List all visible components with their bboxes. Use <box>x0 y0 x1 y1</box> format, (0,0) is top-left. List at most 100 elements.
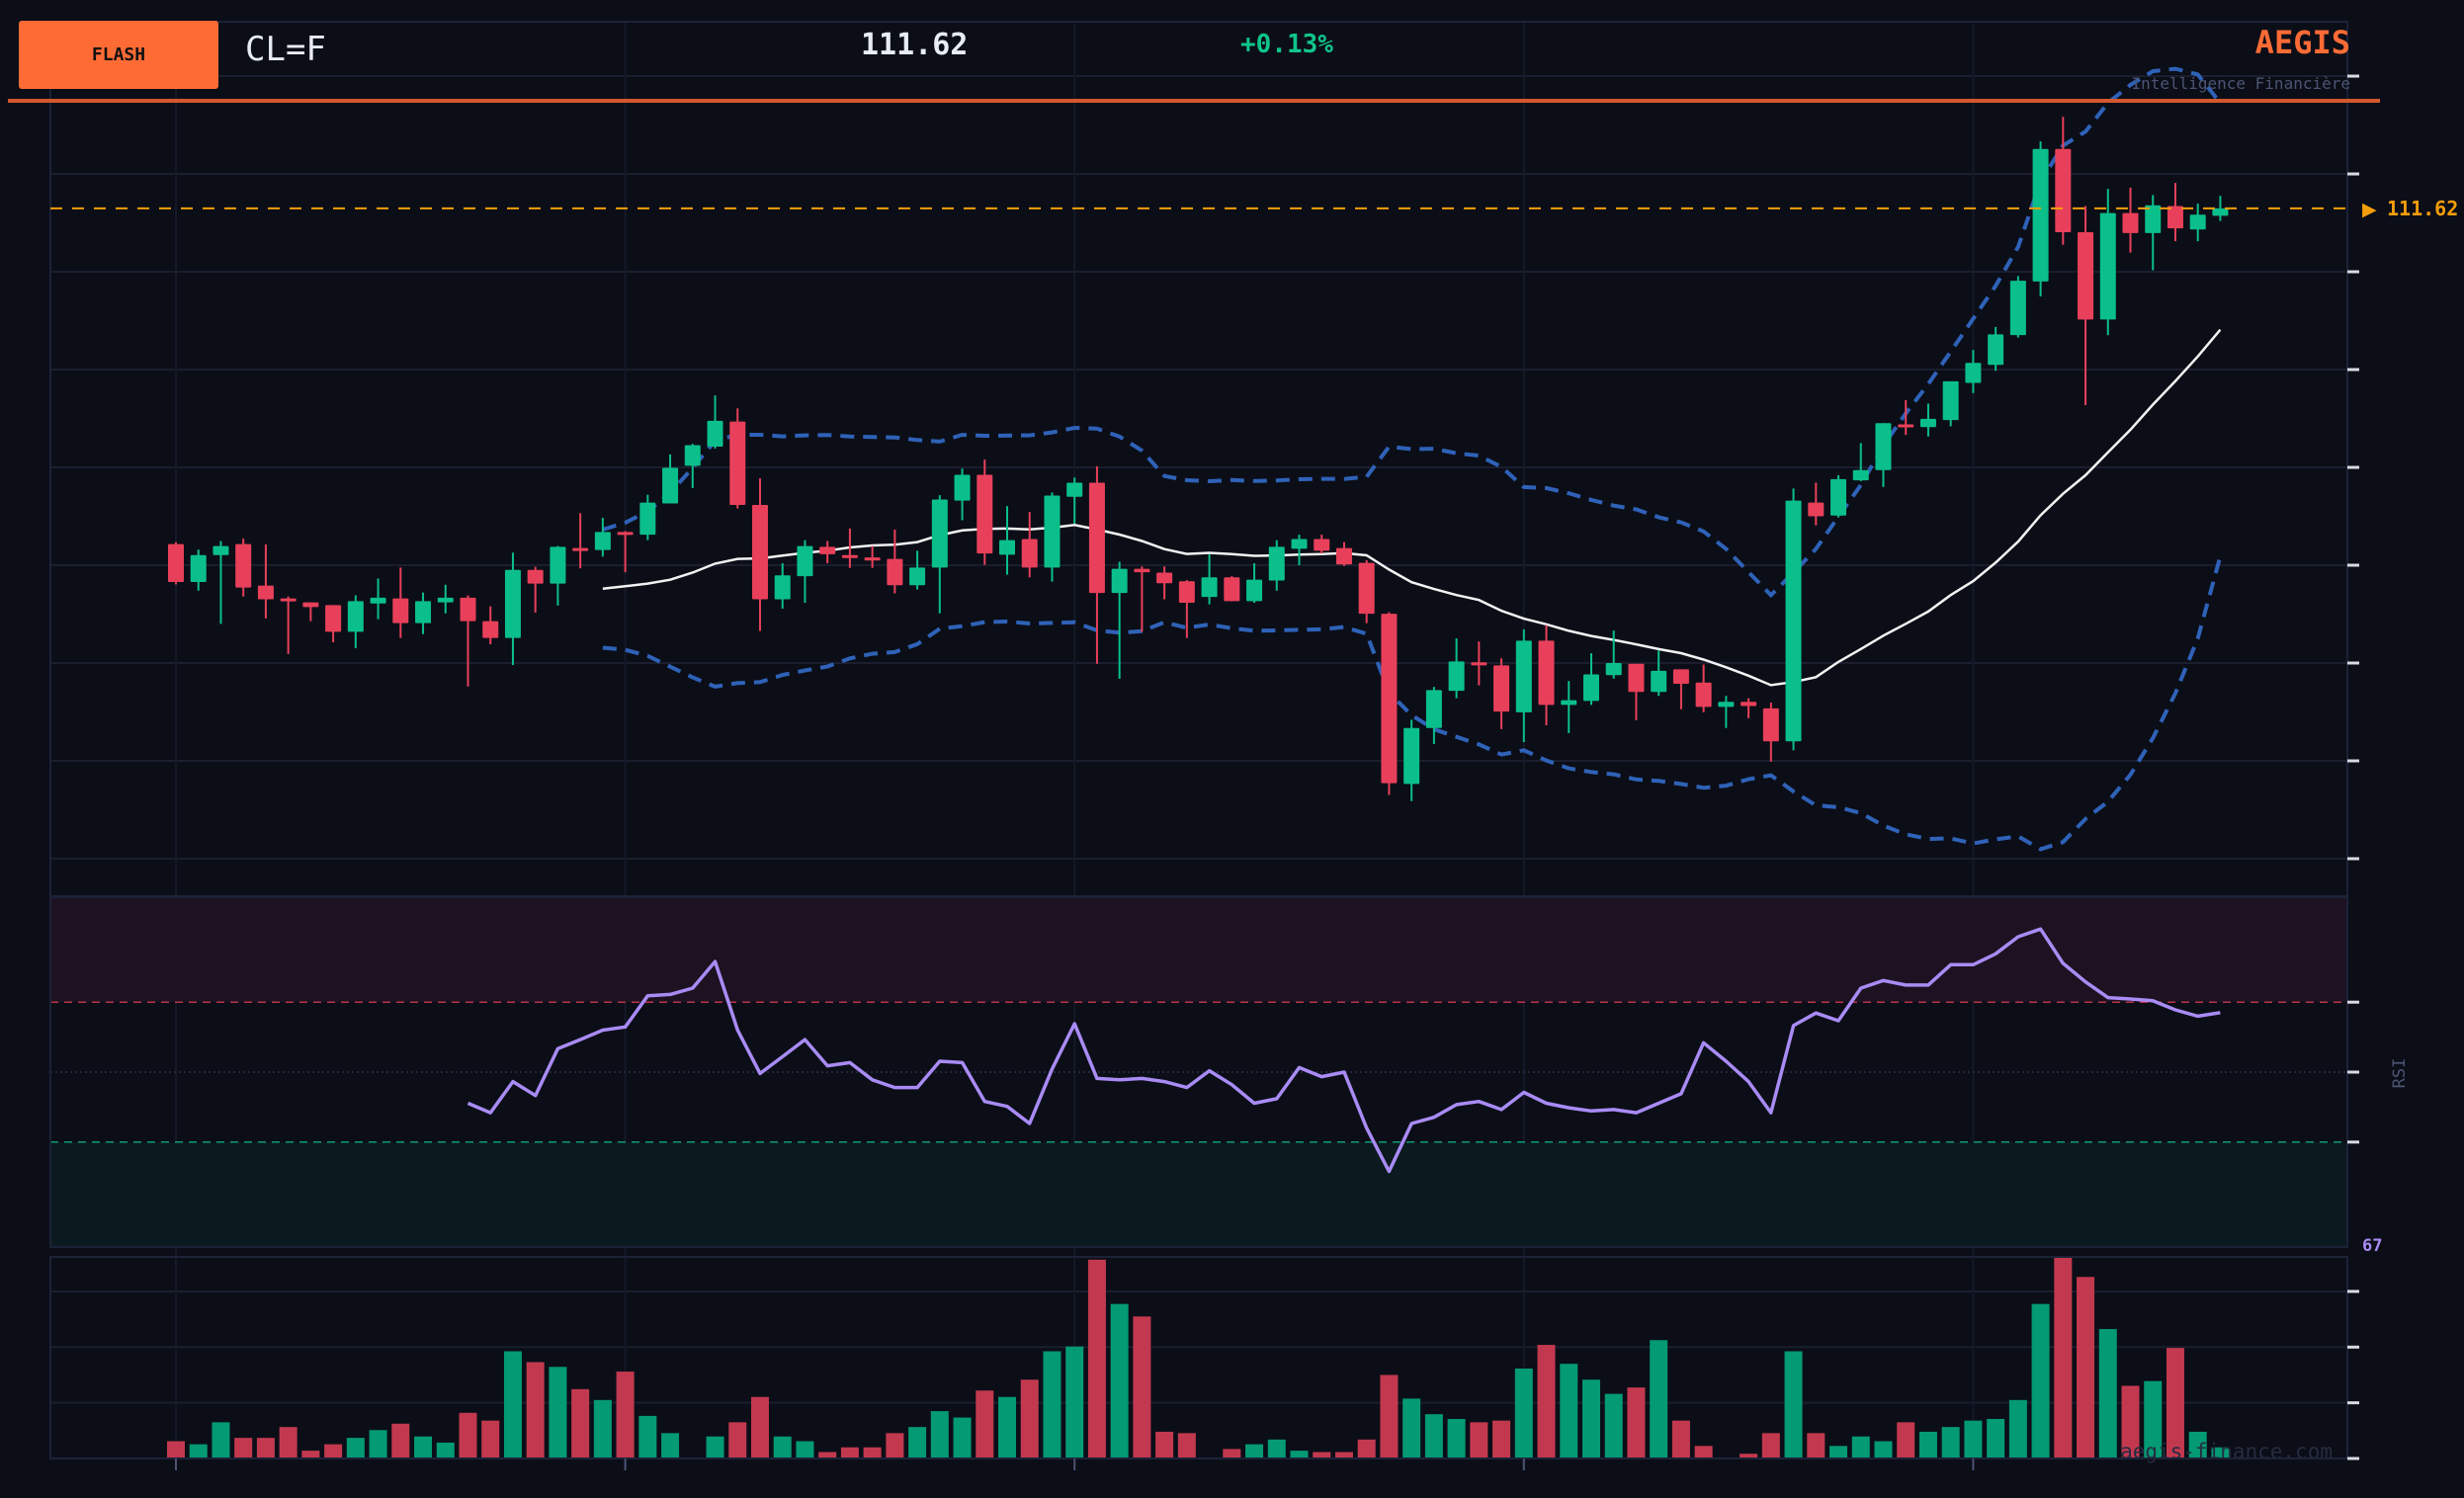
volume-bar <box>167 1441 185 1458</box>
candle <box>1605 630 1622 679</box>
sma-line <box>602 328 2222 687</box>
volume-bar <box>908 1427 927 1458</box>
candle-body <box>1582 674 1599 702</box>
candle-body <box>639 502 656 536</box>
candle-body <box>751 505 768 600</box>
candle-body <box>415 601 432 624</box>
candle <box>841 528 858 568</box>
volume-bar <box>1313 1452 1331 1458</box>
candle <box>415 592 432 634</box>
candle <box>257 544 274 619</box>
candle <box>392 567 409 638</box>
candle-body <box>1965 363 1982 383</box>
last-price-label: 111.62 <box>2387 197 2458 220</box>
candle-body <box>1335 547 1352 565</box>
volume-bar <box>2211 1447 2230 1458</box>
candle-body <box>482 621 499 638</box>
candle-body <box>1358 562 1375 615</box>
candle-body <box>1291 539 1308 549</box>
volume-bar <box>1581 1379 1600 1458</box>
candle <box>1088 465 1105 664</box>
candle-body <box>1066 482 1083 497</box>
volume-bar <box>998 1396 1017 1458</box>
candle-body <box>302 602 319 608</box>
candle-body <box>235 543 252 588</box>
candle-body <box>2078 232 2094 320</box>
volume-bar <box>1964 1420 1983 1458</box>
candle <box>1044 492 1061 582</box>
volume-bar <box>2188 1431 2207 1458</box>
volume-bar <box>750 1396 769 1458</box>
candle <box>1291 535 1308 566</box>
candle-body <box>1314 539 1330 551</box>
candle-body <box>1561 700 1577 706</box>
candle <box>1201 553 1218 605</box>
candle <box>1808 482 1825 526</box>
volume-bar <box>1627 1387 1646 1458</box>
candle-body <box>977 474 993 554</box>
candle <box>2099 189 2116 336</box>
candle-body <box>1493 665 1510 712</box>
panel-frame <box>49 21 2348 897</box>
candle <box>1471 641 1487 686</box>
candle-body <box>1178 581 1195 604</box>
candle-body <box>684 445 701 466</box>
candle-body <box>594 532 611 550</box>
candle <box>1785 488 1802 751</box>
candle-body <box>707 420 723 448</box>
volume-bar <box>1492 1420 1511 1458</box>
candle <box>1314 535 1330 554</box>
candle-body <box>2009 281 2026 336</box>
volume-bar <box>346 1438 365 1458</box>
volume-bar <box>526 1362 545 1458</box>
candle <box>2009 276 2026 338</box>
candle-body <box>1088 482 1105 594</box>
volume-bar <box>2077 1277 2095 1458</box>
candle-body <box>1830 478 1847 516</box>
candle-body <box>797 545 813 577</box>
volume-bar <box>1020 1379 1039 1458</box>
volume-bar <box>616 1372 635 1458</box>
candle <box>1246 563 1263 604</box>
candle <box>1988 326 2004 372</box>
volume-bar <box>1043 1351 1062 1458</box>
volume-bar <box>2031 1303 2050 1458</box>
candle <box>1538 624 1555 725</box>
candle <box>662 454 679 504</box>
candle-body <box>437 597 454 603</box>
bollinger-bands <box>602 66 2223 852</box>
volume-bar <box>1807 1433 1826 1458</box>
candle <box>1718 696 1735 728</box>
flash-button[interactable]: FLASH <box>19 21 218 89</box>
candle <box>1268 540 1285 591</box>
candle-body <box>1156 572 1173 584</box>
volume-bar <box>1537 1345 1556 1458</box>
candle-body <box>2212 208 2229 216</box>
volume-bar <box>1897 1422 1915 1458</box>
candle <box>1403 719 1420 801</box>
candle-body <box>1695 682 1712 707</box>
volume-bar <box>1918 1431 1937 1458</box>
volume-bar <box>1110 1303 1129 1458</box>
candle-body <box>168 543 184 583</box>
candle <box>504 552 521 665</box>
candle <box>1741 698 1757 718</box>
candle-body <box>1224 577 1240 602</box>
candle-body <box>1942 380 1959 421</box>
candle <box>235 539 252 597</box>
candle <box>1448 638 1465 699</box>
candle-body <box>1875 423 1892 470</box>
candle <box>1672 669 1689 709</box>
volume-bar <box>436 1442 455 1458</box>
candle <box>1919 403 1936 437</box>
candle <box>2167 183 2183 242</box>
candle <box>1561 681 1577 733</box>
candle <box>1134 566 1150 632</box>
candle-body <box>2189 214 2206 230</box>
rsi-line <box>467 927 2221 1174</box>
candle <box>774 563 791 609</box>
candle <box>1425 687 1442 744</box>
candle-body <box>1898 424 1914 428</box>
candle <box>1651 650 1667 697</box>
